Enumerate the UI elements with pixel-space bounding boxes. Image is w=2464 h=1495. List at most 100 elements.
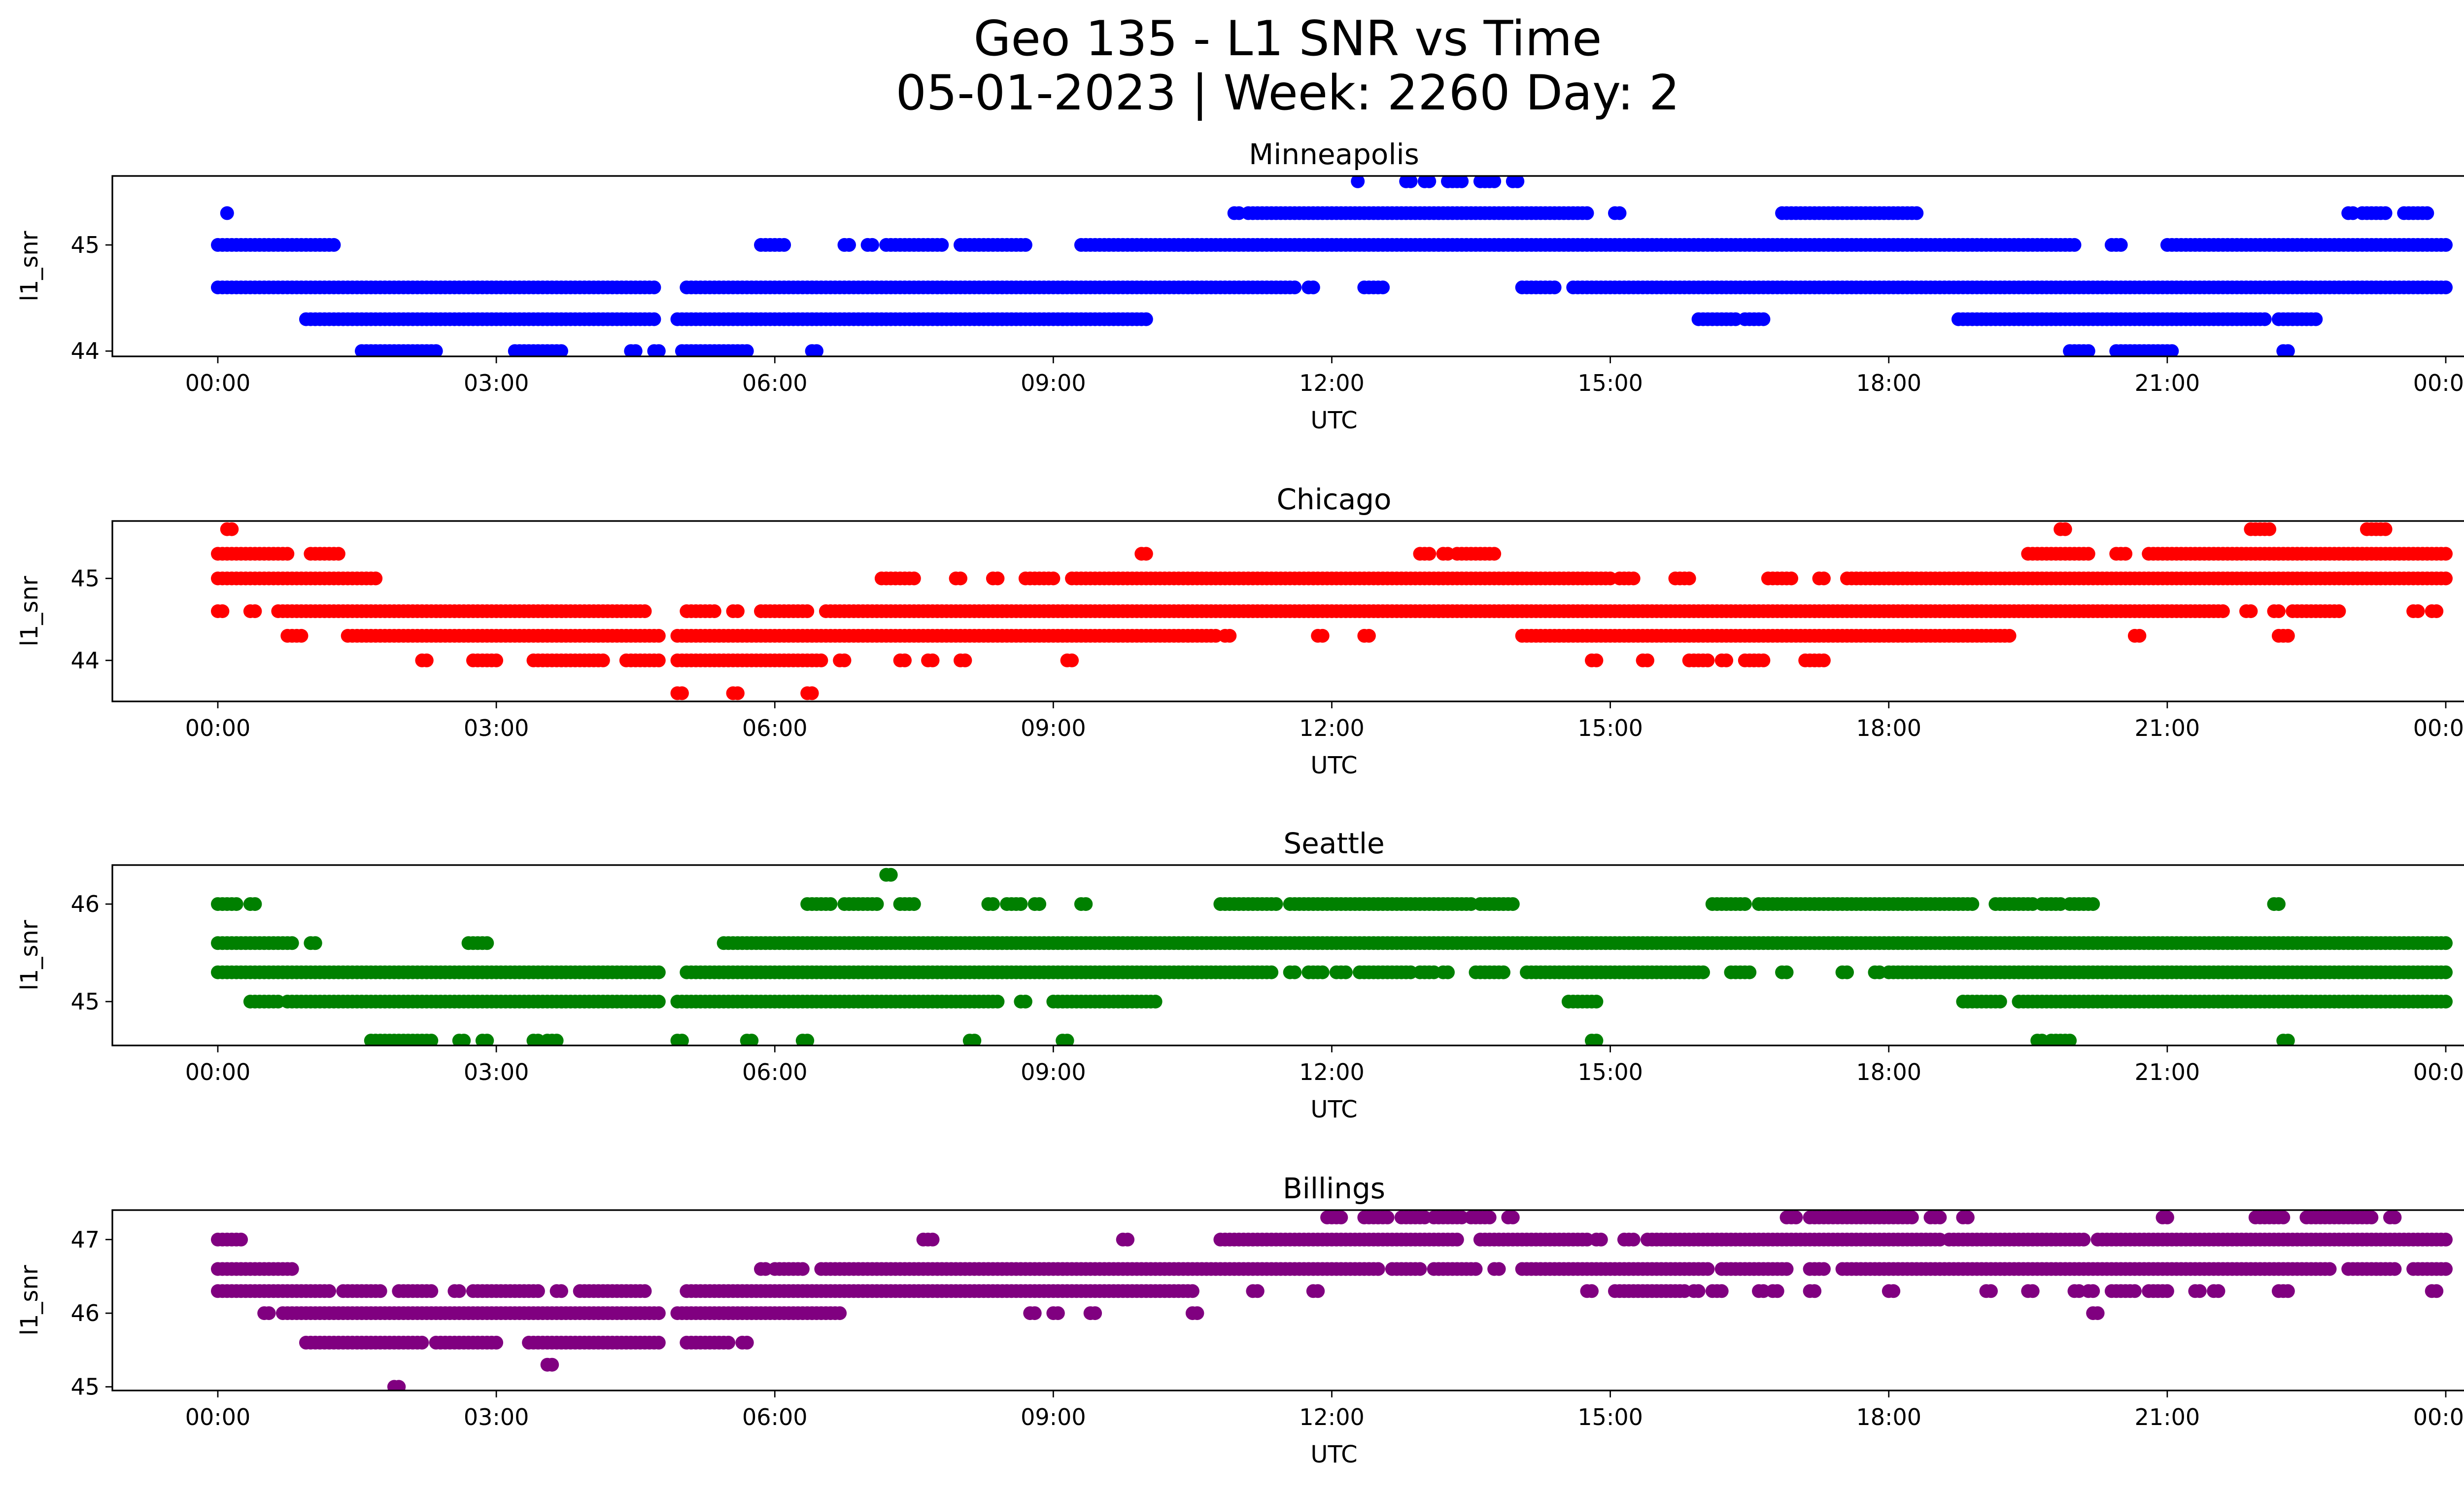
data-point xyxy=(1965,897,1980,911)
x-tick-label: 00:00 xyxy=(2413,370,2464,396)
data-point xyxy=(1510,176,1525,188)
data-point xyxy=(1455,176,1469,188)
data-point xyxy=(308,936,322,950)
data-point xyxy=(531,1284,545,1298)
data-point xyxy=(429,344,443,356)
axes-frame xyxy=(111,864,2464,1046)
data-point xyxy=(884,868,898,882)
data-point xyxy=(2119,547,2133,561)
subplot-title: Minneapolis xyxy=(1249,138,1419,171)
data-point xyxy=(638,1284,652,1298)
data-point xyxy=(651,1306,666,1321)
subplot-title: Chicago xyxy=(1276,483,1391,516)
data-point xyxy=(2081,547,2095,561)
data-point xyxy=(2271,604,2286,618)
data-point xyxy=(2439,547,2453,561)
data-point xyxy=(1984,1284,1998,1298)
data-point xyxy=(1960,1210,1975,1224)
data-point xyxy=(554,344,568,356)
data-point xyxy=(1497,965,1510,979)
data-point xyxy=(234,1232,248,1247)
x-tick-label: 12:00 xyxy=(1299,370,1365,396)
data-point xyxy=(489,653,504,667)
data-point xyxy=(1315,628,1330,643)
data-point xyxy=(675,686,689,700)
y-tick-label: 45 xyxy=(70,232,100,258)
data-point xyxy=(2258,312,2272,326)
data-point xyxy=(2281,1034,2295,1045)
data-point xyxy=(1269,897,1283,911)
data-point xyxy=(1422,547,1437,561)
x-tick-label: 12:00 xyxy=(1299,715,1365,741)
data-point xyxy=(2439,1262,2453,1276)
data-point xyxy=(1148,995,1163,1008)
data-point xyxy=(1450,1232,1464,1247)
data-point xyxy=(795,1262,810,1276)
data-point xyxy=(549,1034,564,1045)
x-tick-label: 15:00 xyxy=(1577,1059,1643,1085)
data-point xyxy=(1756,653,1771,667)
data-point xyxy=(730,604,745,618)
data-point xyxy=(2281,1284,2295,1298)
axes-frame xyxy=(111,520,2464,702)
data-point xyxy=(1816,571,1831,586)
data-point xyxy=(2388,1262,2402,1276)
data-point xyxy=(2002,628,2017,643)
scatter-series-chicago xyxy=(211,522,2453,700)
data-point xyxy=(805,686,819,700)
data-point xyxy=(2309,312,2323,326)
data-point xyxy=(1589,653,1604,667)
data-point xyxy=(262,1306,276,1321)
data-point xyxy=(1250,1284,1265,1298)
data-point xyxy=(285,1262,299,1276)
data-point xyxy=(1547,280,1562,295)
data-point xyxy=(1933,1210,1947,1224)
data-point xyxy=(865,238,879,252)
data-point xyxy=(907,571,921,586)
x-tick-label: 21:00 xyxy=(2135,1059,2200,1085)
y-axis-label: l1_snr xyxy=(16,576,43,646)
data-point xyxy=(369,571,383,586)
data-point xyxy=(1492,1262,1506,1276)
data-point xyxy=(2244,604,2258,618)
data-point xyxy=(1487,547,1502,561)
data-point xyxy=(2439,280,2453,295)
data-point xyxy=(1032,897,1047,911)
y-tick-label: 44 xyxy=(70,647,100,674)
data-point xyxy=(2192,1284,2207,1298)
data-point xyxy=(2420,206,2434,220)
x-tick-label: 06:00 xyxy=(742,370,808,396)
data-point xyxy=(2271,897,2286,911)
data-point xyxy=(1018,238,1032,252)
subplot-grid: 00:00 03:00 06:00 09:00 12:00 15:00 18:00 21:00… xyxy=(16,138,2464,1468)
data-point xyxy=(1403,176,1418,188)
data-point xyxy=(1487,176,1502,188)
data-point xyxy=(935,238,949,252)
x-tick-label: 00:00 xyxy=(2413,1059,2464,1085)
data-point xyxy=(810,344,823,356)
data-point xyxy=(2281,344,2295,356)
subplot-seattle: 00:00 03:00 06:00 09:00 12:00 15:00 18:00 21:00… xyxy=(16,827,2464,1123)
data-point xyxy=(675,1034,689,1045)
data-point xyxy=(2388,1210,2402,1224)
x-tick-label: 18:00 xyxy=(1856,715,1921,741)
data-point xyxy=(1121,1232,1135,1247)
data-point xyxy=(2211,1284,2225,1298)
subplot-billings: 00:00 03:00 06:00 09:00 12:00 15:00 18:00 21:00… xyxy=(16,1172,2464,1468)
data-point xyxy=(1422,176,1437,188)
data-point xyxy=(1784,571,1798,586)
data-point xyxy=(373,1284,387,1298)
data-point xyxy=(2067,238,2082,252)
data-point xyxy=(1380,1210,1395,1224)
data-point xyxy=(424,1034,439,1045)
data-point xyxy=(651,995,666,1008)
data-point xyxy=(954,571,967,586)
data-point xyxy=(837,653,852,667)
x-tick-label: 09:00 xyxy=(1021,370,1086,396)
data-point xyxy=(220,206,234,220)
x-axis-label: UTC xyxy=(1310,1096,1357,1123)
x-axis-label: UTC xyxy=(1310,752,1357,779)
data-point xyxy=(1265,965,1279,979)
data-point xyxy=(1338,965,1353,979)
